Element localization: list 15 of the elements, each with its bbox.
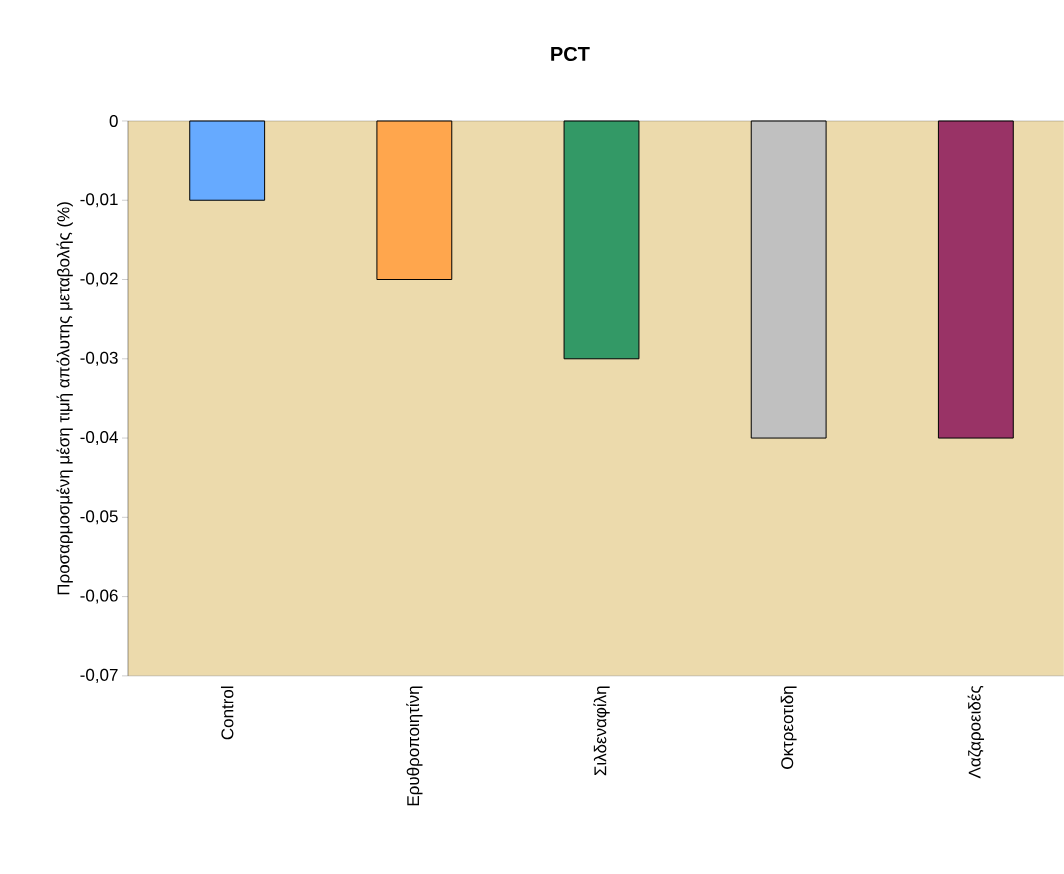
y-tick-label: -0,06 <box>80 589 118 604</box>
x-tick-label: Σιλδεναφίλη <box>593 686 610 776</box>
chart-title: PCT <box>551 46 590 62</box>
y-tick-label: -0,03 <box>80 351 118 366</box>
x-tick-label: Λαζαροειδές <box>967 685 985 779</box>
x-tick-label: Οκτρεοτιδη <box>780 686 797 769</box>
y-tick-label: -0,02 <box>80 272 118 287</box>
y-tick-label: 0 <box>109 115 118 128</box>
x-tick-label: Ερυθροποιητίνη <box>406 686 423 806</box>
y-tick-label: -0,05 <box>80 510 118 525</box>
y-axis-title: Προσαρμοσμένη μέση τιμή απόλυτης μεταβολής (%) <box>56 202 73 595</box>
x-tick-label: Control <box>220 686 234 740</box>
y-tick-label: -0,04 <box>80 431 118 446</box>
y-tick-label: -0,07 <box>80 668 118 683</box>
y-tick-label: -0,01 <box>80 193 118 208</box>
